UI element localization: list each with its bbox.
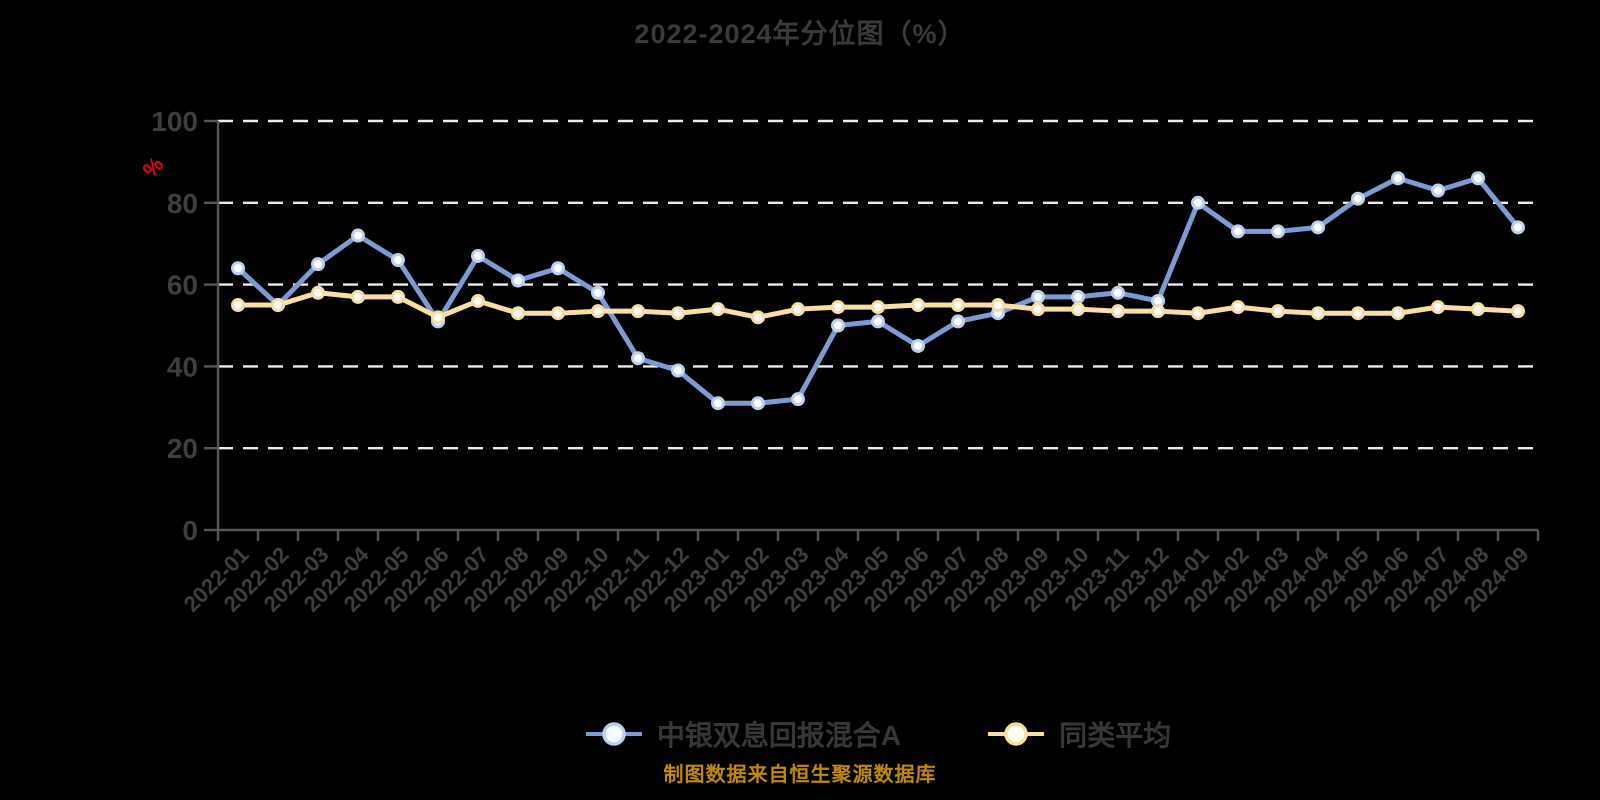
data-point <box>471 293 485 308</box>
data-point <box>391 289 405 304</box>
data-point <box>551 261 565 276</box>
data-point <box>1471 302 1485 317</box>
data-point <box>271 298 285 313</box>
legend-label-fund: 中银双息回报混合A <box>656 720 902 751</box>
svg-text:20: 20 <box>167 433 198 464</box>
y-axis-unit-label: % <box>139 152 169 182</box>
y-gridlines <box>218 119 1538 450</box>
data-point <box>351 228 365 243</box>
data-point <box>1191 306 1205 321</box>
data-point <box>551 306 565 321</box>
chart-title: 2022-2024年分位图（%） <box>634 19 966 49</box>
data-point <box>511 273 525 288</box>
data-point <box>1431 183 1445 198</box>
data-point <box>1191 195 1205 210</box>
data-point <box>671 363 685 378</box>
data-point <box>631 304 645 319</box>
data-point <box>351 289 365 304</box>
series-average <box>231 285 1525 325</box>
data-source-note: 制图数据来自恒生聚源数据库 <box>663 764 937 786</box>
data-point <box>1431 300 1445 315</box>
svg-text:40: 40 <box>167 351 198 382</box>
data-point <box>1351 191 1365 206</box>
data-point <box>511 306 525 321</box>
data-point <box>591 285 605 300</box>
data-point <box>1151 304 1165 319</box>
data-point <box>1311 220 1325 235</box>
data-point <box>1031 302 1045 317</box>
data-point <box>871 300 885 315</box>
data-point <box>1271 224 1285 239</box>
data-point <box>791 392 805 407</box>
plot-area: 0 20 40 60 80 100 2022-012022-022022-032022-04… <box>139 106 1540 617</box>
data-point <box>231 261 245 276</box>
svg-text:80: 80 <box>167 188 198 219</box>
axes <box>216 121 1538 532</box>
data-point <box>751 310 765 325</box>
data-point <box>1231 300 1245 315</box>
data-point <box>1391 306 1405 321</box>
data-point <box>1071 302 1085 317</box>
data-point <box>671 306 685 321</box>
y-tick-labels: 0 20 40 60 80 100 <box>151 106 218 546</box>
series-fund <box>231 171 1525 411</box>
data-point <box>711 302 725 317</box>
data-point <box>871 314 885 329</box>
data-point <box>1231 224 1245 239</box>
data-point <box>391 253 405 268</box>
data-point <box>231 298 245 313</box>
data-point <box>911 338 925 353</box>
data-point <box>631 351 645 366</box>
data-point <box>911 298 925 313</box>
data-point <box>1031 289 1045 304</box>
data-point <box>831 300 845 315</box>
data-point <box>951 298 965 313</box>
data-point <box>831 318 845 333</box>
data-point <box>791 302 805 317</box>
legend-label-average: 同类平均 <box>1059 720 1172 751</box>
legend-item-fund: 中银双息回报混合A <box>585 714 901 754</box>
data-point <box>591 304 605 319</box>
data-point <box>311 285 325 300</box>
svg-text:100: 100 <box>151 106 198 137</box>
data-point <box>311 257 325 272</box>
data-point <box>751 396 765 411</box>
data-point <box>1311 306 1325 321</box>
data-point <box>711 396 725 411</box>
data-point <box>1111 304 1125 319</box>
data-point <box>1271 304 1285 319</box>
data-point <box>1351 306 1365 321</box>
svg-text:0: 0 <box>182 515 198 546</box>
legend: 中银双息回报混合A 同类平均 <box>218 710 1538 758</box>
data-point <box>1071 289 1085 304</box>
data-point <box>951 314 965 329</box>
data-point <box>1111 285 1125 300</box>
svg-text:60: 60 <box>167 270 198 301</box>
x-tick-labels: 2022-012022-022022-032022-042022-052022-… <box>179 541 1534 616</box>
legend-item-average: 同类平均 <box>987 714 1171 754</box>
x-ticks <box>216 530 1540 541</box>
data-point <box>1471 171 1485 186</box>
data-point <box>1511 220 1525 235</box>
data-point <box>471 248 485 263</box>
data-point <box>431 310 445 325</box>
fund-line-marker-icon <box>585 722 642 746</box>
data-point <box>1511 304 1525 319</box>
data-point <box>1391 171 1405 186</box>
average-line-marker-icon <box>988 722 1045 746</box>
data-point <box>991 298 1005 313</box>
